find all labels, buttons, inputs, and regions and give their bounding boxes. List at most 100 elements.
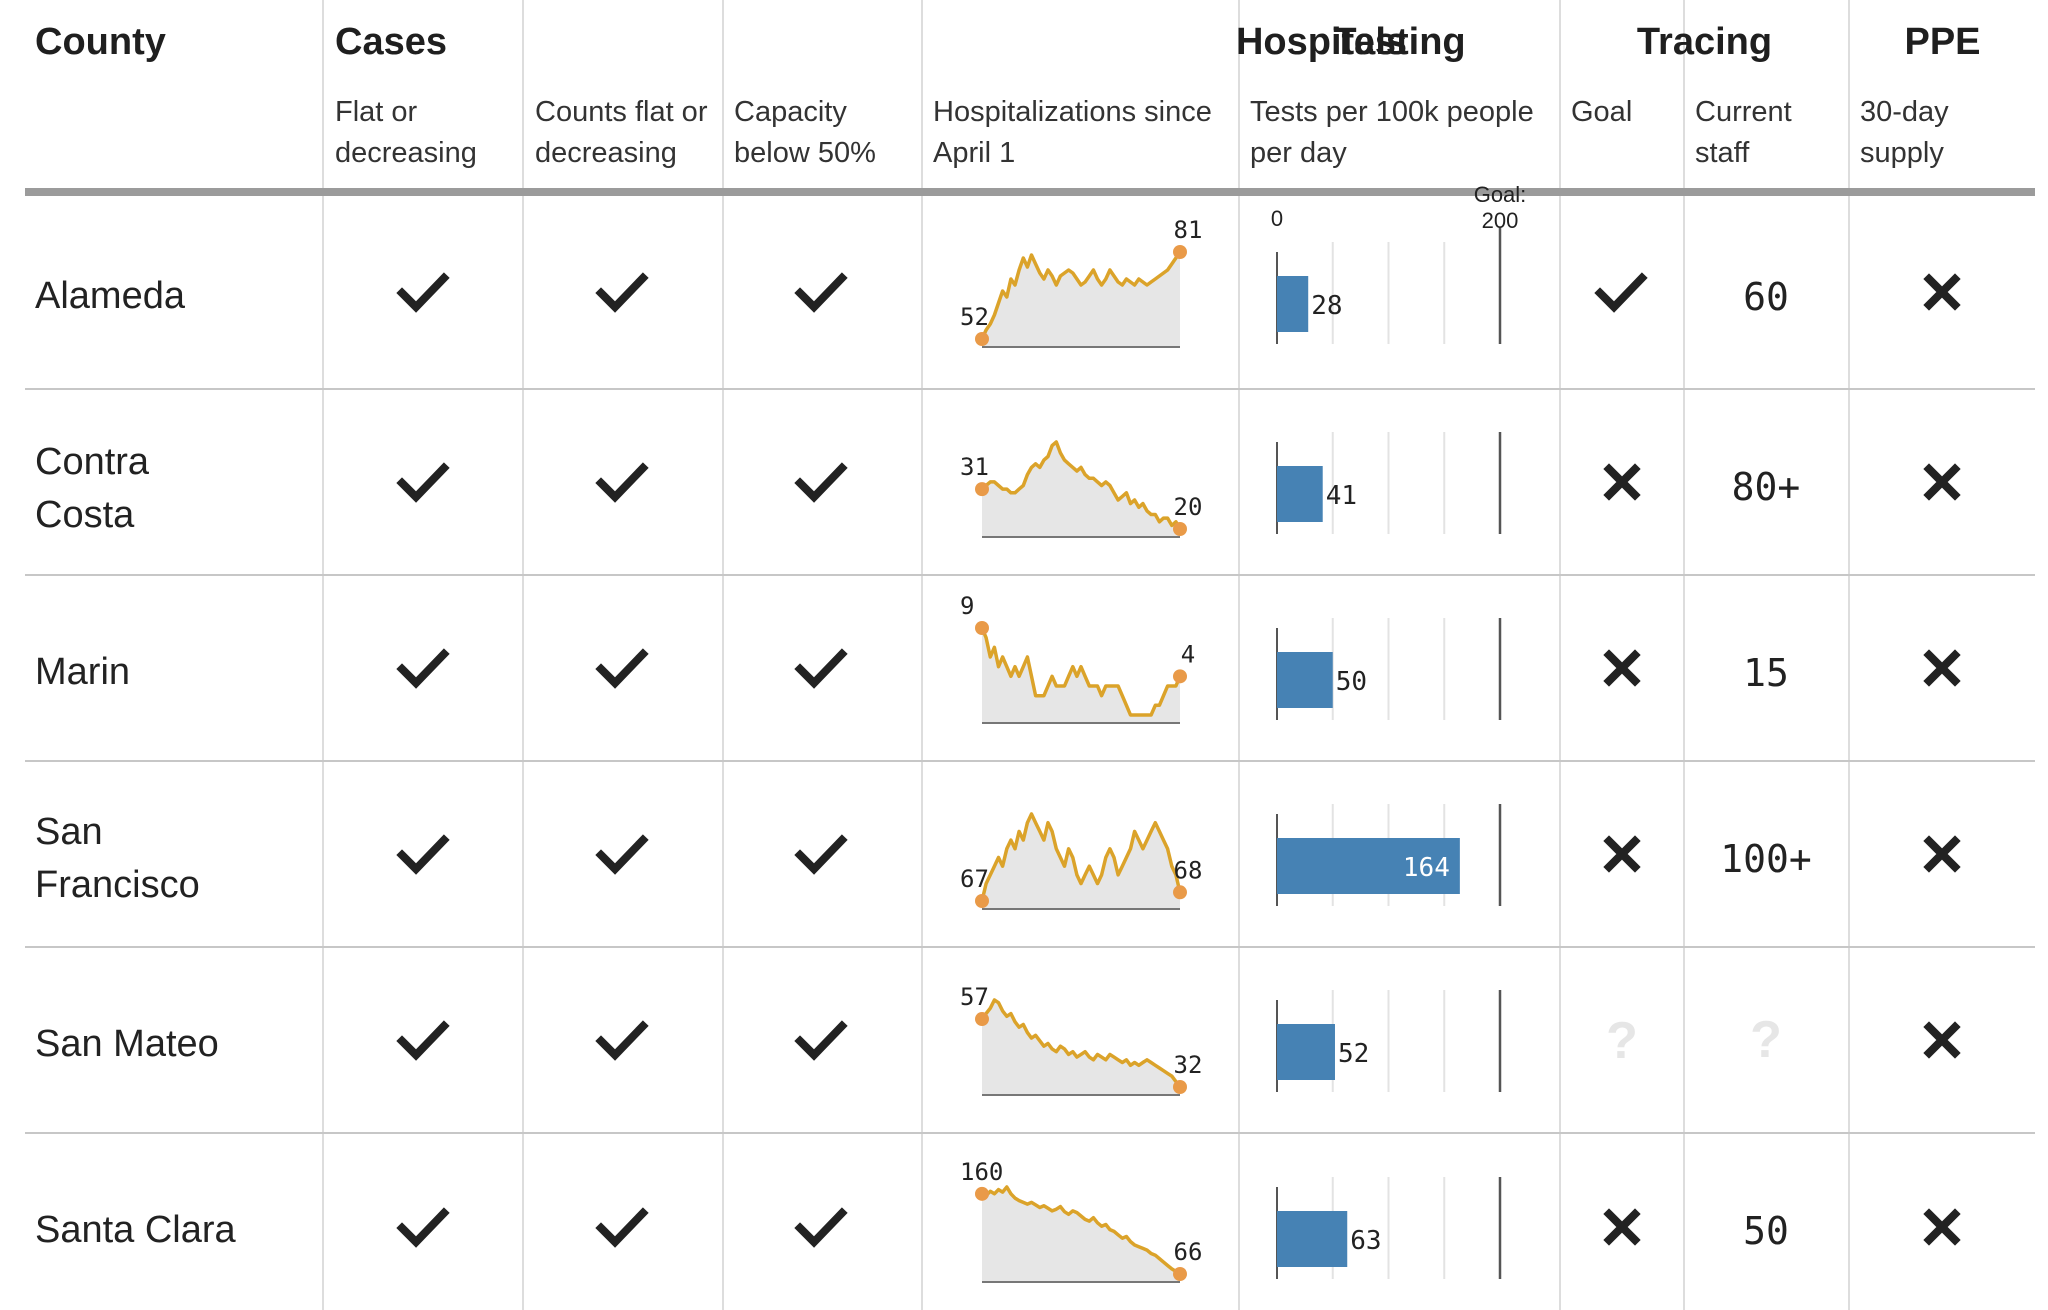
- sparkline-end-label: 68: [1174, 856, 1203, 884]
- sparkline-area: [982, 1187, 1180, 1282]
- testing-bar: [1277, 652, 1333, 708]
- sparkline-end-dot: [1173, 1080, 1187, 1094]
- row-divider: [25, 388, 2035, 390]
- sparkline-start-label: 57: [960, 983, 989, 1011]
- row-divider: [25, 574, 2035, 576]
- row-divider: [25, 1132, 2035, 1134]
- staff-count: 50: [1743, 1209, 1789, 1253]
- sparkline-start-dot: [975, 621, 989, 635]
- question-icon: ?: [1606, 1012, 1638, 1070]
- county-name: San Francisco: [35, 811, 200, 906]
- sparkline-line: [980, 440, 1182, 530]
- check-icon: [595, 272, 649, 313]
- check-icon: [794, 834, 848, 875]
- sparkline-end-label: 20: [1174, 493, 1203, 521]
- testing-bar-label: 50: [1336, 667, 1367, 697]
- check-icon: [595, 1207, 649, 1248]
- sparkline-end-label: 32: [1174, 1051, 1203, 1079]
- sparkline-area: [982, 442, 1180, 537]
- sparkline-end-label: 4: [1181, 640, 1195, 668]
- sparkline-line: [981, 1185, 1181, 1276]
- county-name: Alameda: [35, 275, 185, 317]
- subheader-goal: Goal: [1571, 96, 1633, 128]
- check-icon: [396, 1207, 450, 1248]
- testing-bar: [1277, 276, 1309, 332]
- sparkline-line: [980, 251, 1182, 340]
- sparkline-area: [982, 628, 1180, 723]
- check-icon: [794, 1207, 848, 1248]
- column-header-ppe: PPE: [1904, 21, 1981, 63]
- column-divider: [322, 0, 324, 1310]
- check-icon: [595, 834, 649, 875]
- cross-icon: [1923, 463, 1961, 501]
- subheader-counts-flat: Counts flat or decreasing: [535, 96, 708, 169]
- column-divider: [1683, 0, 1685, 1310]
- column-divider: [522, 0, 524, 1310]
- sparkline-end-label: 66: [1174, 1238, 1203, 1266]
- check-icon: [396, 648, 450, 689]
- check-icon: [396, 834, 450, 875]
- testing-bar: [1277, 1024, 1335, 1080]
- check-icon: [794, 648, 848, 689]
- staff-count: 100+: [1720, 837, 1812, 881]
- staff-count: 15: [1743, 651, 1789, 695]
- county-name: Contra Costa: [35, 441, 150, 536]
- sparkline-start-dot: [975, 1012, 989, 1027]
- subheader-flat-or-decreasing: Flat or decreasing: [335, 96, 477, 169]
- sparkline-line: [980, 627, 1182, 717]
- testing-axis-zero-label: 0: [1271, 206, 1283, 231]
- check-icon: [396, 1020, 450, 1061]
- check-icon: [595, 462, 649, 503]
- sparkline-start-dot: [975, 332, 989, 346]
- sparkline-area: [982, 814, 1180, 909]
- check-icon: [794, 1020, 848, 1061]
- row-divider: [25, 760, 2035, 762]
- row-divider: [25, 946, 2035, 948]
- testing-bar-label: 52: [1338, 1039, 1369, 1069]
- check-icon: [396, 272, 450, 313]
- cross-icon: [1923, 273, 1961, 311]
- sparkline-start-dot: [975, 1186, 989, 1201]
- sparkline-area: [982, 252, 1180, 347]
- testing-bar-label: 41: [1326, 481, 1357, 511]
- sparkline-end-dot: [1173, 1267, 1187, 1281]
- county-name: Marin: [35, 651, 131, 693]
- sparkline-end-label: 81: [1174, 216, 1203, 244]
- check-icon: [794, 272, 848, 313]
- testing-bar: [1277, 466, 1323, 522]
- subheader-hospitalizations: Hospitalizations since April 1: [933, 96, 1212, 169]
- column-header-county: County: [35, 21, 166, 63]
- county-name: San Mateo: [35, 1023, 219, 1065]
- staff-count: 60: [1743, 275, 1789, 319]
- testing-bar-label: 28: [1311, 291, 1342, 321]
- check-icon: [794, 462, 848, 503]
- sparkline-area: [982, 1000, 1180, 1095]
- cross-icon: [1603, 649, 1641, 687]
- column-divider: [1238, 0, 1240, 1310]
- sparkline-start-label: 67: [960, 865, 989, 893]
- sparkline-end-dot: [1173, 522, 1187, 536]
- header-rule: [25, 188, 2035, 196]
- testing-bar: [1277, 1211, 1348, 1267]
- sparkline-start-label: 52: [960, 303, 989, 331]
- column-header-hospitals: Hospitals: [1235, 21, 1408, 63]
- cross-icon: [1923, 649, 1961, 687]
- sparkline-line: [980, 998, 1182, 1089]
- testing-bar-label: 63: [1350, 1226, 1381, 1256]
- question-icon: ?: [1750, 1011, 1782, 1069]
- sparkline-start-dot: [975, 894, 989, 908]
- sparkline-end-dot: [1173, 885, 1187, 900]
- subheader-tests: Tests per 100k people per day: [1250, 96, 1534, 169]
- staff-count: 80+: [1731, 465, 1801, 509]
- column-divider: [722, 0, 724, 1310]
- cross-icon: [1923, 835, 1961, 873]
- sparkline-start-label: 9: [960, 592, 974, 620]
- subheader-30-day-supply: 30-day supply: [1860, 96, 1949, 169]
- county-name: Santa Clara: [35, 1209, 236, 1251]
- sparkline-start-label: 160: [960, 1158, 1003, 1186]
- testing-bar: [1277, 838, 1460, 894]
- column-header-testing: Testing: [1333, 21, 1466, 63]
- cross-icon: [1603, 1208, 1641, 1246]
- cross-icon: [1603, 463, 1641, 501]
